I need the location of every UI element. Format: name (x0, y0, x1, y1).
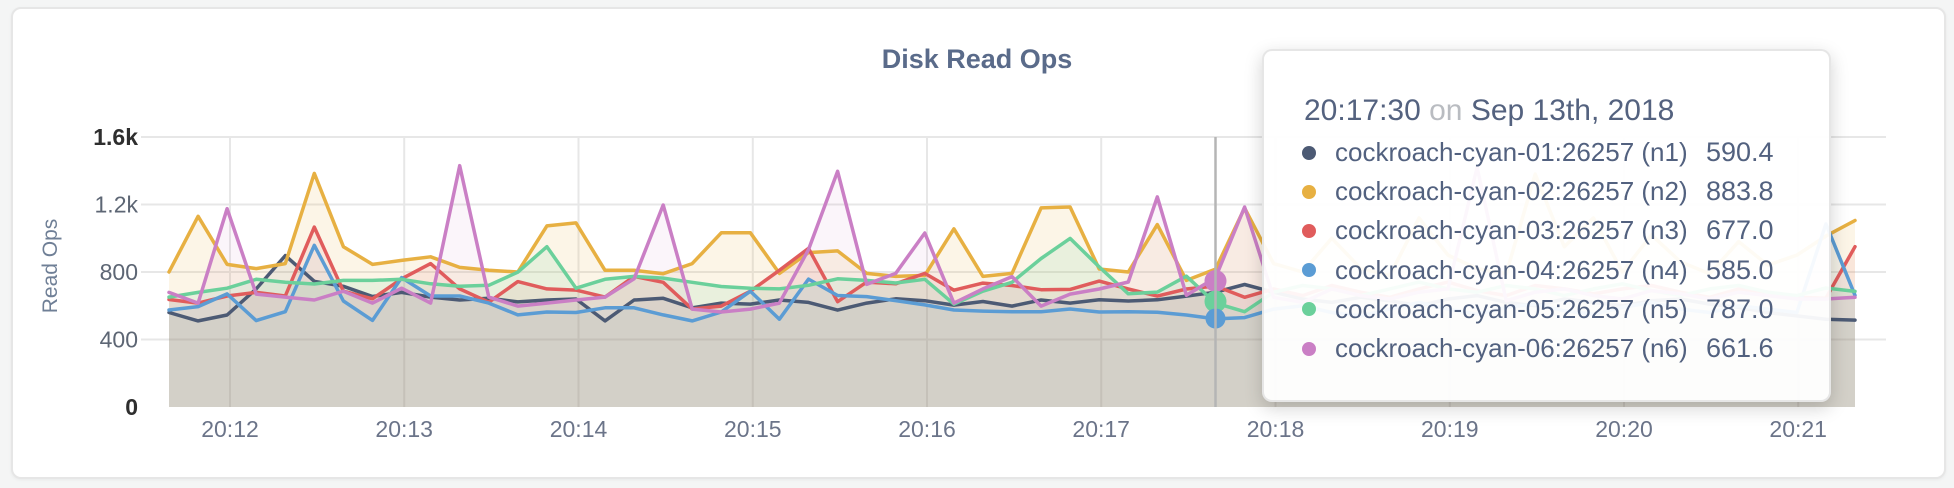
svg-text:20:16: 20:16 (898, 416, 956, 442)
svg-text:20:20: 20:20 (1595, 416, 1653, 442)
svg-text:1.6k: 1.6k (93, 124, 138, 150)
svg-text:20:17: 20:17 (1072, 416, 1130, 442)
svg-text:400: 400 (100, 327, 138, 353)
svg-text:0: 0 (125, 394, 138, 420)
svg-text:20:13: 20:13 (375, 416, 433, 442)
svg-text:20:19: 20:19 (1421, 416, 1479, 442)
svg-text:Read Ops: Read Ops (39, 219, 62, 314)
svg-text:20:15: 20:15 (724, 416, 782, 442)
svg-text:20:18: 20:18 (1247, 416, 1305, 442)
svg-text:1.2k: 1.2k (95, 192, 139, 218)
svg-text:20:12: 20:12 (201, 416, 259, 442)
svg-text:20:21: 20:21 (1769, 416, 1827, 442)
svg-text:800: 800 (100, 259, 138, 285)
svg-text:20:14: 20:14 (550, 416, 608, 442)
